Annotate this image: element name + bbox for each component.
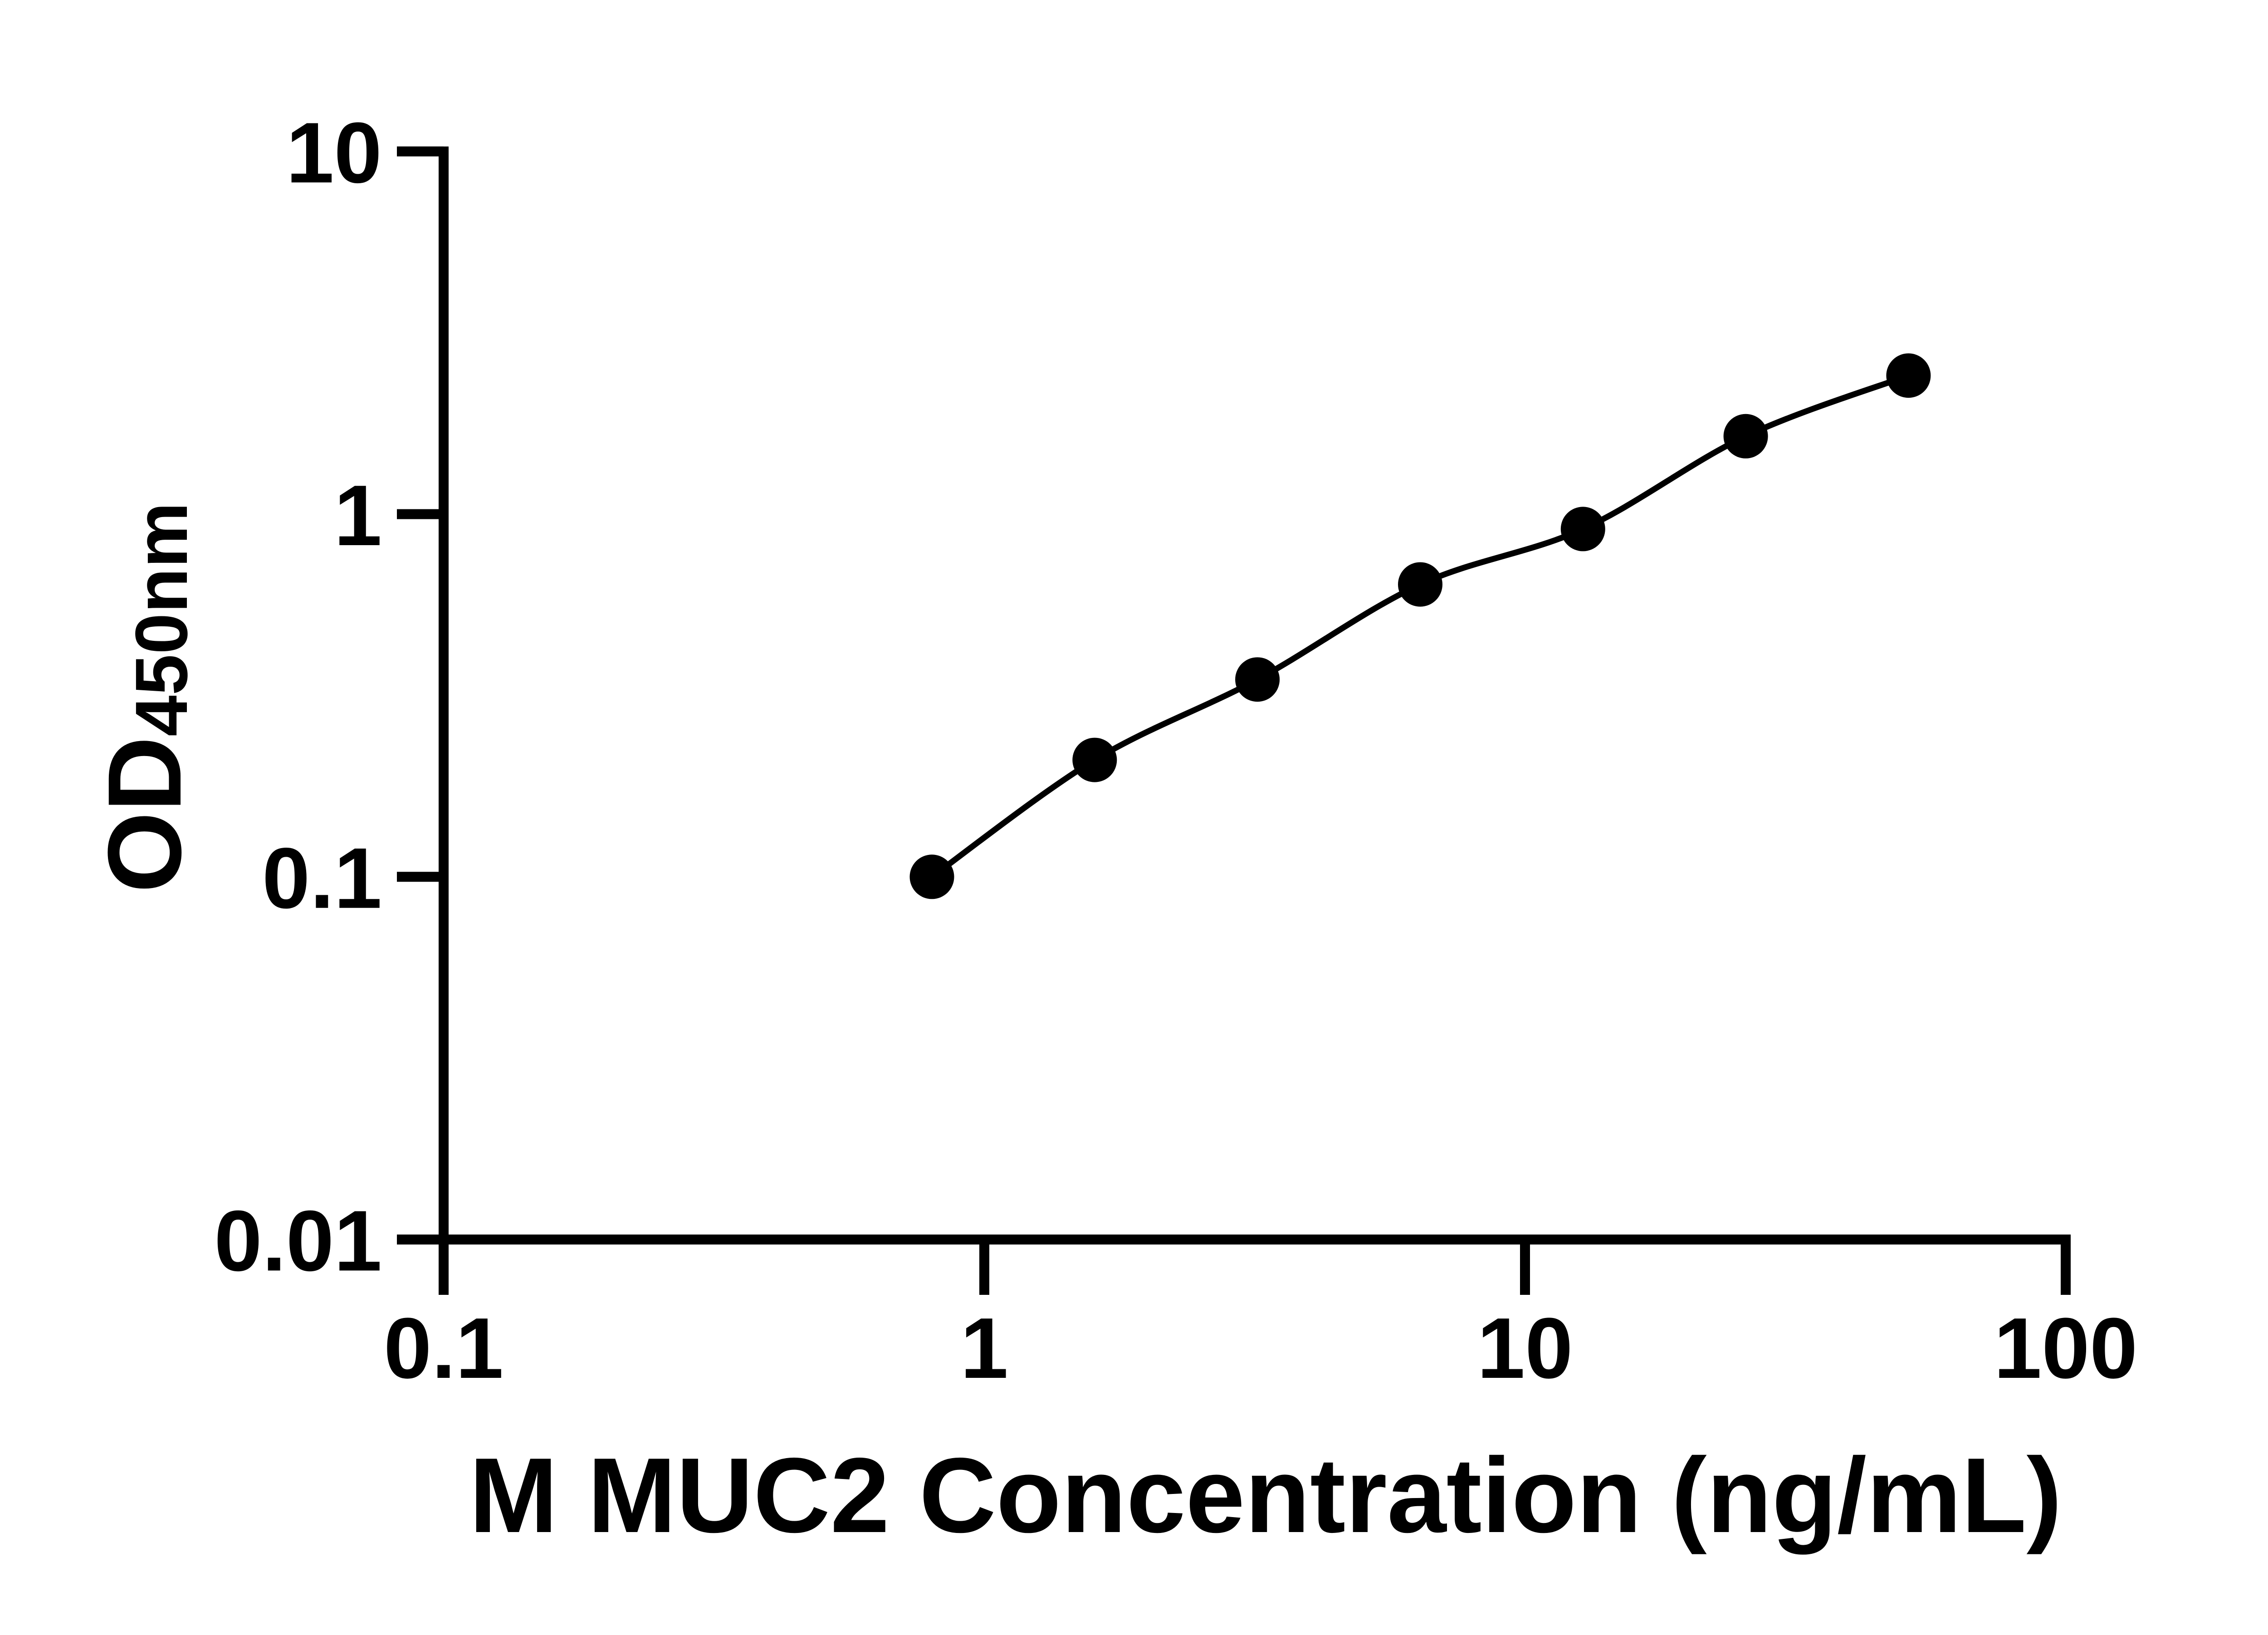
x-tick-label: 1 [960,1300,1008,1396]
x-tick-label: 0.1 [384,1300,503,1396]
x-tick-label: 10 [1477,1300,1573,1396]
data-point [1886,353,1931,398]
data-points-group [909,353,1931,899]
y-tick-label: 1 [334,468,382,564]
y-tick-label: 0.01 [214,1193,382,1289]
y-axis-title-subscript: 450nm [120,502,203,736]
data-point [1723,414,1768,459]
x-tick-label: 100 [1994,1300,2137,1396]
y-axis-title: OD450nm [86,502,203,893]
axes [397,146,2071,1295]
y-tick-label: 0.1 [262,830,382,927]
data-point [1560,507,1605,552]
y-axis-title-main: OD [86,737,203,893]
y-tick-label: 10 [286,105,382,201]
x-axis-title: M MUC2 Concentration (ng/mL) [469,1435,2062,1555]
data-point [1235,657,1280,702]
data-point [909,854,954,899]
data-point [1398,562,1442,607]
data-point [1072,737,1117,782]
tick-marks [397,146,2071,1295]
